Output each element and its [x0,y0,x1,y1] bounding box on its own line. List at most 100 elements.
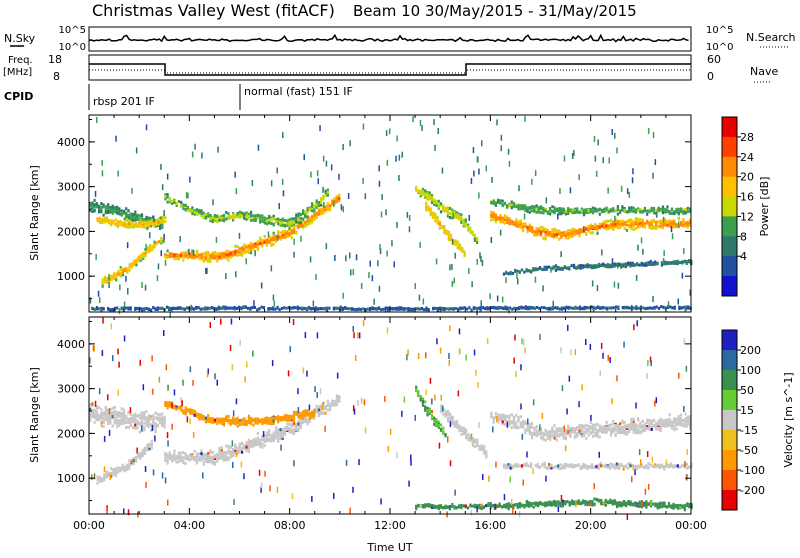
heatmap-noise-power [234,172,236,178]
heatmap-cell-power-band-7 [587,225,589,228]
heatmap-noise-power [632,177,634,183]
heatmap-cell-power-band-4 [221,217,223,220]
heatmap-cell-velocity-band-6 [592,435,594,438]
heatmap-cell-velocity-band-3 [250,421,252,424]
heatmap-cell-velocity-band-6 [587,434,589,437]
heatmap-cell-velocity-band-3 [196,415,198,418]
heatmap-cell-power-band-4 [194,211,196,214]
heatmap-cell-power-band-4 [167,201,169,204]
heatmap-cell-power-band-9 [605,264,607,267]
heatmap-cell-power-band-8 [651,207,653,210]
heatmap-noise-power [141,282,143,288]
heatmap-cell-power-band-10 [586,306,588,309]
heatmap-cell-velocity-band-2 [212,456,214,459]
heatmap-cell-power-band-10 [109,308,111,311]
heatmap-cell-power-band-3 [327,207,329,210]
heatmap-cell-velocity-band-2 [180,459,182,462]
heatmap-cell-velocity-band-6 [504,418,506,421]
heatmap-cell-power-band-7 [662,226,664,229]
heatmap-cell-power-band-0 [105,211,107,214]
heatmap-cell-power-band-8 [617,213,619,216]
heatmap-cell-power-band-6 [427,208,429,211]
heatmap-cell-power-band-0 [116,207,118,210]
heatmap-cell-power-band-5 [476,237,478,240]
heatmap-noise-power [333,201,335,207]
heatmap-cell-velocity-band-2 [327,400,329,403]
heatmap-cell-power-band-9 [503,273,505,276]
heatmap-noise-power [501,135,503,141]
heatmap-cell-velocity-band-3 [225,418,227,421]
heatmap-cell-power-band-4 [203,216,205,219]
heatmap-cell-velocity-band-6 [531,436,533,439]
heatmap-cell-power-band-3 [302,221,304,224]
heatmap-cell-power-band-8 [540,207,542,210]
heatmap-cell-velocity-band-2 [173,450,175,453]
heatmap-noise-power [313,301,315,307]
heatmap-cell-velocity-band-2 [261,446,263,449]
heatmap-cell-power-band-3 [246,246,248,249]
heatmap-cell-power-band-0 [161,224,163,227]
heatmap-noise-power [372,275,374,281]
heatmap-cell-velocity-band-2 [176,461,178,464]
heatmap-cell-velocity-band-3 [230,420,232,423]
heatmap-cell-velocity-band-0 [98,414,100,417]
heatmap-cell-power-band-9 [568,266,570,269]
heatmap-cell-power-band-9 [595,265,597,268]
heatmap-cell-velocity-band-4 [429,408,431,411]
heatmap-cell-velocity-band-6 [527,429,529,432]
heatmap-noise-power [531,179,533,185]
heatmap-cell-power-band-1 [124,218,126,221]
heatmap-cell-power-band-4 [176,202,178,205]
heatmap-cell-power-band-10 [247,307,249,310]
heatmap-cell-power-band-7 [612,221,614,224]
heatmap-cell-velocity-band-3 [293,414,295,417]
heatmap-cell-power-band-8 [666,209,668,212]
heatmap-noise-power [471,281,473,287]
heatmap-noise-power [678,299,680,305]
heatmap-cell-power-band-3 [252,243,254,246]
heatmap-cell-power-band-7 [596,225,598,228]
heatmap-cell-power-band-6 [441,225,443,228]
heatmap-noise-power [434,145,436,151]
heatmap-cell-power-band-10 [94,308,96,311]
heatmap-cell-power-band-1 [146,227,148,230]
heatmap-cell-power-band-3 [230,256,232,259]
heatmap-cell-velocity-band-5 [485,456,487,459]
heatmap-cell-power-band-4 [252,219,254,222]
heatmap-cell-power-band-10 [107,308,109,311]
heatmap-cell-velocity-band-0 [112,407,114,410]
heatmap-cell-power-band-3 [266,241,268,244]
heatmap-cell-power-band-5 [417,190,419,193]
heatmap-cell-power-band-10 [617,305,619,308]
heatmap-noise-power [254,250,256,256]
heatmap-cell-velocity-band-2 [194,457,196,460]
heatmap-cell-power-band-10 [380,308,382,311]
heatmap-cell-velocity-band-0 [116,411,118,414]
heatmap-cell-velocity-band-2 [270,438,272,441]
heatmap-cell-power-band-1 [115,218,117,221]
heatmap-cell-velocity-band-0 [105,412,107,415]
heatmap-cell-velocity-band-6 [596,429,598,432]
heatmap-cell-power-band-10 [441,308,443,311]
heatmap-cell-power-band-3 [241,254,243,257]
heatmap-noise-power [682,273,684,279]
heatmap-cell-power-band-6 [439,223,441,226]
heatmap-cell-power-band-7 [635,222,637,225]
heatmap-cell-power-band-3 [234,251,236,254]
heatmap-cell-velocity-band-6 [574,435,576,438]
heatmap-noise-power [596,171,598,177]
heatmap-cell-power-band-9 [602,263,604,266]
heatmap-cell-velocity-band-3 [252,424,254,427]
heatmap-cell-velocity-band-2 [239,444,241,447]
heatmap-cell-power-band-1 [117,225,119,228]
heatmap-cell-power-band-2 [140,254,142,257]
heatmap-cell-power-band-7 [565,231,567,234]
heatmap-noise-power [496,119,498,125]
heatmap-cell-power-band-1 [103,221,105,224]
heatmap-cell-power-band-7 [545,238,547,241]
heatmap-cell-power-band-8 [560,208,562,211]
heatmap-cell-velocity-band-6 [576,432,578,435]
heatmap-cell-power-band-3 [205,257,207,260]
heatmap-cell-velocity-band-6 [531,432,533,435]
